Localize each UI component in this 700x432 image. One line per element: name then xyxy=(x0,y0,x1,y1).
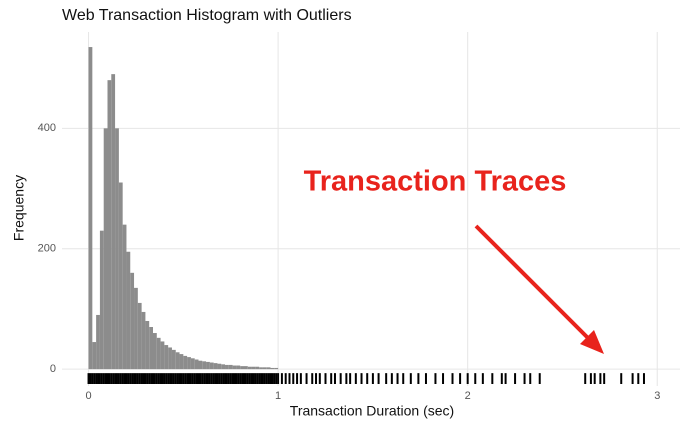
bar xyxy=(221,364,226,370)
bar xyxy=(96,314,100,370)
bar xyxy=(228,364,233,370)
y-tick-label: 0 xyxy=(50,363,56,375)
bar xyxy=(183,355,188,370)
bar xyxy=(99,230,104,370)
bar xyxy=(103,128,108,370)
x-tick-label: 2 xyxy=(465,390,471,402)
bar xyxy=(88,47,93,370)
bar xyxy=(126,251,131,370)
bar xyxy=(232,365,237,370)
bar xyxy=(198,360,203,370)
annotation: Transaction Traces xyxy=(304,166,567,198)
bar xyxy=(213,363,218,370)
bar xyxy=(141,311,146,370)
annotation-arrow xyxy=(474,224,604,354)
y-axis-label: Frequency xyxy=(11,175,27,241)
bar xyxy=(168,347,172,370)
x-tick-label: 1 xyxy=(275,390,281,402)
arrow-head xyxy=(580,330,604,354)
grid xyxy=(62,32,680,386)
bar xyxy=(225,364,229,370)
bar xyxy=(274,367,279,370)
arrow-shaft xyxy=(474,224,592,342)
bar xyxy=(160,341,165,370)
bar xyxy=(206,361,210,370)
bar xyxy=(202,361,207,370)
bar xyxy=(107,80,112,370)
bar xyxy=(217,363,222,370)
bar xyxy=(262,367,267,370)
bar xyxy=(243,366,248,370)
plot-area xyxy=(87,47,645,384)
bar xyxy=(236,365,241,370)
chart-title: Web Transaction Histogram with Outliers xyxy=(62,7,352,24)
bar xyxy=(118,182,123,370)
bar xyxy=(255,366,260,370)
bar xyxy=(152,333,157,370)
bar xyxy=(149,327,153,370)
bar xyxy=(175,352,180,370)
y-tick-label: 400 xyxy=(38,122,56,134)
bar xyxy=(240,366,244,370)
bar xyxy=(164,345,169,370)
bar xyxy=(270,367,275,370)
bar xyxy=(156,337,161,370)
bar xyxy=(179,354,184,370)
x-tick-label: 3 xyxy=(654,390,660,402)
bar xyxy=(247,366,252,370)
bar xyxy=(122,224,127,370)
bar xyxy=(251,366,256,370)
bar xyxy=(190,358,195,370)
bar xyxy=(145,320,150,370)
bar xyxy=(134,287,138,370)
bar xyxy=(209,362,214,370)
bar xyxy=(194,359,199,370)
bar xyxy=(187,357,191,370)
x-tick-label: 0 xyxy=(85,390,91,402)
bar xyxy=(259,367,263,370)
bar xyxy=(111,74,116,370)
bar xyxy=(137,302,142,370)
bar xyxy=(171,349,176,370)
bar xyxy=(92,342,97,370)
bar xyxy=(130,272,135,370)
x-axis-label: Transaction Duration (sec) xyxy=(290,403,454,419)
bar xyxy=(266,367,271,370)
bar xyxy=(115,128,119,370)
y-tick-label: 200 xyxy=(38,243,56,255)
